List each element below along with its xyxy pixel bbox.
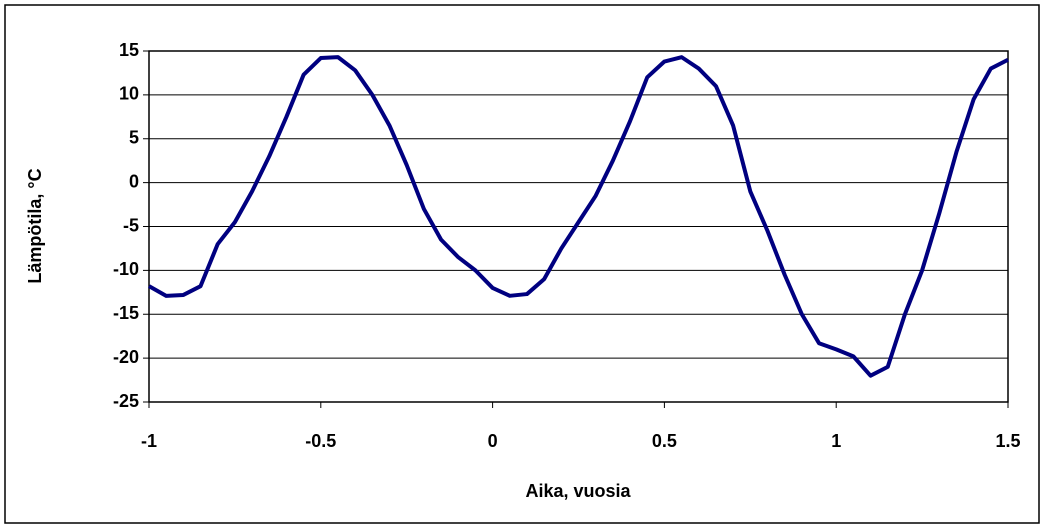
line-series	[148, 55, 1009, 378]
x-tick-label: 1	[831, 431, 841, 451]
y-axis-label: Lämpötila, °C	[25, 168, 45, 283]
y-tick-label: 5	[129, 128, 139, 148]
x-tick-label: 0.5	[652, 431, 677, 451]
x-tick-label: -1	[141, 431, 157, 451]
x-tick-label: 1.5	[995, 431, 1020, 451]
y-tick-label: -20	[113, 347, 139, 367]
y-tick-label: -15	[113, 303, 139, 323]
y-tick-label: 0	[129, 171, 139, 191]
y-tick-label: -25	[113, 391, 139, 411]
x-tick-label: -0.5	[305, 431, 336, 451]
plot-area	[148, 50, 1009, 403]
x-tick-label: 0	[488, 431, 498, 451]
y-tick-label: 10	[119, 84, 139, 104]
x-axis-label: Aika, vuosia	[525, 481, 631, 501]
chart-border	[4, 4, 1040, 524]
y-tick-label: 15	[119, 40, 139, 60]
y-tick-label: -10	[113, 259, 139, 279]
y-tick-label: -5	[123, 215, 139, 235]
